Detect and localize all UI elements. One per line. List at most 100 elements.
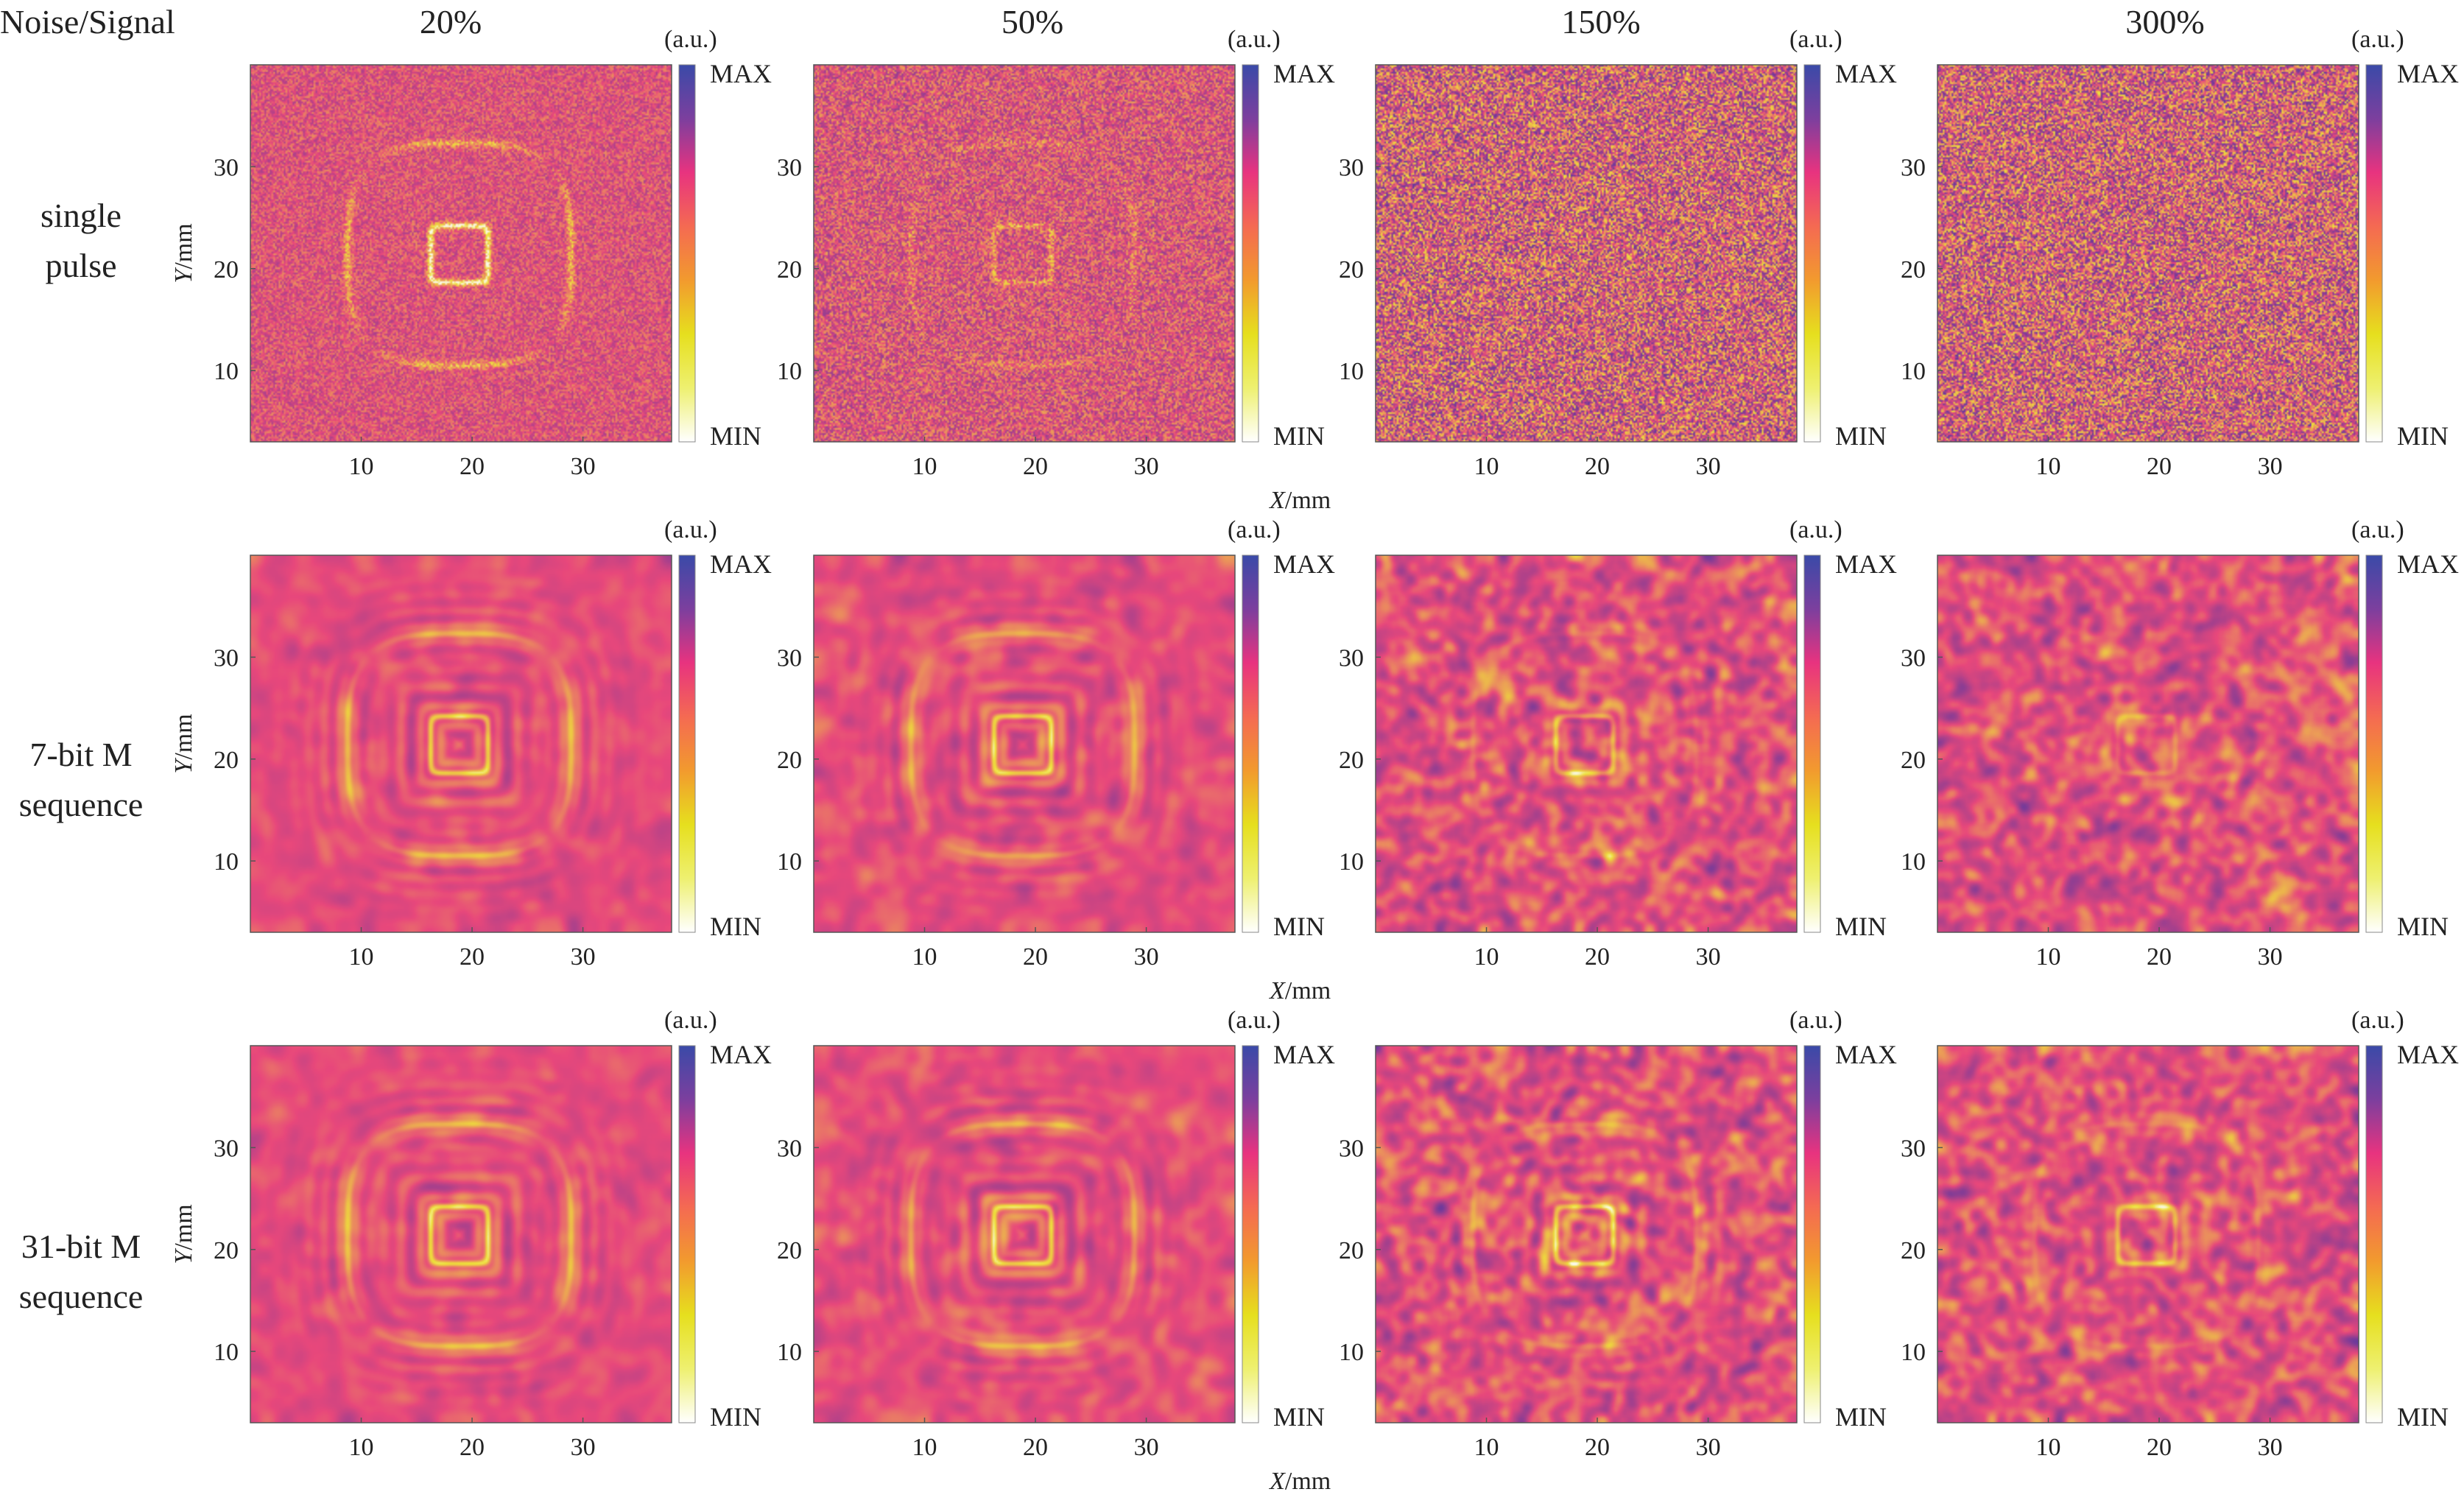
- colorbar-unit-label: (a.u.): [1228, 1007, 1281, 1034]
- x-tick-label: 10: [349, 453, 374, 480]
- panel-frame: [813, 555, 1236, 933]
- colorbar-max-label: MAX: [2397, 1040, 2459, 1069]
- y-tick-label: 20: [214, 747, 239, 774]
- x-tick-label: 20: [1023, 943, 1048, 971]
- colorbar: [2365, 555, 2383, 933]
- x-tick-label: 10: [2036, 453, 2061, 480]
- colorbar-min-label: MIN: [1835, 1402, 1887, 1432]
- x-tick-label: 20: [460, 1434, 485, 1461]
- x-tick-label: 20: [2147, 943, 2172, 971]
- y-axis-label: Y/mm: [170, 714, 197, 773]
- heatmap-canvas: [1376, 65, 1797, 442]
- x-tick-label: 20: [1585, 453, 1610, 480]
- colorbar-min-label: MIN: [2397, 912, 2449, 941]
- y-tick-label: 20: [1339, 1237, 1364, 1264]
- colorbar-unit-label: (a.u.): [664, 516, 717, 543]
- y-tick-label: 30: [1339, 1135, 1364, 1162]
- x-tick-label: 20: [1585, 943, 1610, 971]
- colorbar-min-label: MIN: [1273, 912, 1325, 941]
- colorbar-unit-label: (a.u.): [2351, 1007, 2404, 1034]
- colorbar-min-label: MIN: [710, 421, 761, 451]
- heatmap-image: [1376, 555, 1797, 932]
- x-tick-label: 20: [2147, 1434, 2172, 1461]
- x-tick-label: 30: [1134, 943, 1159, 971]
- colorbar-unit-label: (a.u.): [2351, 516, 2404, 543]
- heatmap-panel: 10 20 30 10 20 30 Y/mm MAX MIN (a.u.): [170, 26, 772, 480]
- heatmap-panel: 10 20 30 10 20 30 X/mm MAX MIN (a.u.): [777, 1007, 1335, 1495]
- y-tick-label: 10: [214, 848, 239, 876]
- colorbar: [1803, 64, 1821, 443]
- y-tick-label: 30: [1901, 644, 1926, 672]
- heatmap-image: [814, 65, 1235, 442]
- heatmap-canvas: [814, 1046, 1235, 1423]
- colorbar-unit-label: (a.u.): [1228, 516, 1281, 543]
- y-tick-label: 20: [214, 256, 239, 284]
- x-tick-label: 10: [2036, 943, 2061, 971]
- heatmap-image: [814, 1046, 1235, 1423]
- x-axis-label-unit: /mm: [1285, 977, 1331, 1004]
- y-axis-label-unit: /mm: [170, 223, 197, 269]
- colorbar-unit-label: (a.u.): [1789, 1007, 1842, 1034]
- y-tick-label: 20: [1901, 747, 1926, 774]
- panel-frame: [250, 555, 672, 933]
- colorbar: [1242, 1045, 1259, 1423]
- x-tick-label: 10: [912, 943, 937, 971]
- x-axis-label-var: X: [1268, 977, 1286, 1004]
- heatmap-panel: 10 20 30 10 20 30 MAX MIN (a.u.): [1901, 26, 2459, 480]
- heatmap-panel: 10 20 30 10 20 30 X/mm MAX MIN (a.u.): [777, 516, 1335, 1004]
- y-tick-label: 10: [1901, 358, 1926, 385]
- heatmap-image: [250, 65, 672, 442]
- x-tick-label: 10: [1474, 453, 1499, 480]
- x-tick-label: 30: [571, 453, 596, 480]
- x-tick-label: 20: [460, 943, 485, 971]
- column-header: 20%: [420, 3, 482, 41]
- x-tick-label: 30: [2258, 453, 2283, 480]
- x-tick-label: 30: [1696, 453, 1721, 480]
- heatmap-canvas: [814, 555, 1235, 932]
- y-axis-label: Y/mm: [170, 1204, 197, 1264]
- column-headers: 20% 50% 150% 300%: [420, 3, 2205, 41]
- x-tick-label: 30: [571, 1434, 596, 1461]
- colorbar: [2365, 1045, 2383, 1423]
- panel-frame: [813, 1045, 1236, 1423]
- x-tick-label: 10: [349, 943, 374, 971]
- y-tick-label: 30: [777, 1135, 802, 1162]
- y-tick-label: 10: [1901, 848, 1926, 876]
- colorbar-unit-label: (a.u.): [1228, 26, 1281, 53]
- x-tick-label: 20: [460, 453, 485, 480]
- y-tick-label: 30: [1901, 154, 1926, 181]
- y-axis-label: Y/mm: [170, 223, 197, 283]
- x-axis-label-unit: /mm: [1285, 487, 1331, 514]
- x-tick-label: 30: [571, 943, 596, 971]
- x-tick-label: 30: [1134, 453, 1159, 480]
- y-tick-label: 20: [1339, 256, 1364, 284]
- heatmap-image: [1376, 65, 1797, 442]
- y-tick-label: 20: [777, 256, 802, 284]
- row-label: 7-bit M: [29, 736, 132, 773]
- heatmap-image: [1937, 555, 2359, 932]
- colorbar-unit-label: (a.u.): [664, 1007, 717, 1034]
- x-axis-label: X/mm: [1268, 977, 1331, 1004]
- colorbar-max-label: MAX: [2397, 549, 2459, 579]
- colorbar-min-label: MIN: [1835, 912, 1887, 941]
- x-tick-label: 20: [1585, 1434, 1610, 1461]
- heatmap-panel: 10 20 30 10 20 30 X/mm MAX MIN (a.u.): [777, 26, 1335, 514]
- heatmap-image: [250, 1046, 672, 1423]
- y-tick-label: 10: [214, 1339, 239, 1366]
- x-tick-label: 10: [1474, 943, 1499, 971]
- heatmap-image: [1376, 1046, 1797, 1423]
- colorbar-min-label: MIN: [1273, 421, 1325, 451]
- heatmap-canvas: [1376, 555, 1797, 932]
- x-tick-label: 20: [2147, 453, 2172, 480]
- colorbar-max-label: MAX: [710, 1040, 772, 1069]
- y-axis-label-var: Y: [170, 758, 197, 774]
- panel-frame: [1937, 1045, 2359, 1423]
- colorbar-max-label: MAX: [1835, 59, 1897, 88]
- heatmap-panel: 10 20 30 10 20 30 MAX MIN (a.u.): [1339, 516, 1897, 971]
- heatmap-panel: 10 20 30 10 20 30 MAX MIN (a.u.): [1339, 1007, 1897, 1461]
- row-labels: single pulse 7-bit M sequence 31-bit M sequen…: [19, 197, 144, 1315]
- panel-grid: 10 20 30 10 20 30 Y/mm MAX MIN (a.u.) 10 20 30 10 20 30…: [170, 26, 2459, 1495]
- y-tick-label: 20: [777, 747, 802, 774]
- column-header: 300%: [2125, 3, 2204, 41]
